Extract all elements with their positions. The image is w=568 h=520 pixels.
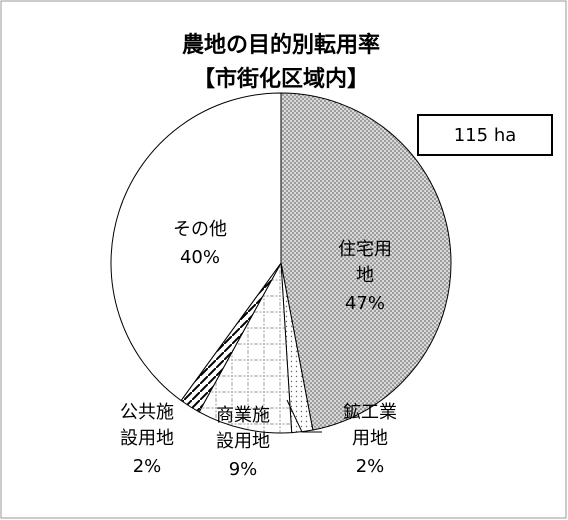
annotation: 115 ha bbox=[454, 125, 517, 146]
chart-title: 農地の目的別転用率 bbox=[182, 32, 380, 58]
value-label: 2% bbox=[133, 456, 162, 477]
category-label: その他 bbox=[173, 219, 227, 240]
value-label: 47% bbox=[345, 293, 385, 314]
pie-slice bbox=[280, 92, 452, 431]
value-label: 9% bbox=[229, 459, 258, 480]
annotation-box bbox=[417, 114, 553, 156]
category-label: 公共施設用地 bbox=[120, 402, 174, 449]
value-label: 2% bbox=[356, 456, 385, 477]
leader-line bbox=[286, 399, 322, 433]
pie-slice bbox=[110, 92, 282, 402]
category-label: 住宅用地 bbox=[338, 239, 392, 286]
pie-slice bbox=[198, 261, 293, 434]
value-label: 40% bbox=[180, 247, 220, 268]
category-label: 鉱工業用地 bbox=[343, 402, 397, 449]
category-label: 商業施設用地 bbox=[216, 405, 270, 452]
chart-subtitle: 【市街化区域内】 bbox=[193, 66, 369, 92]
